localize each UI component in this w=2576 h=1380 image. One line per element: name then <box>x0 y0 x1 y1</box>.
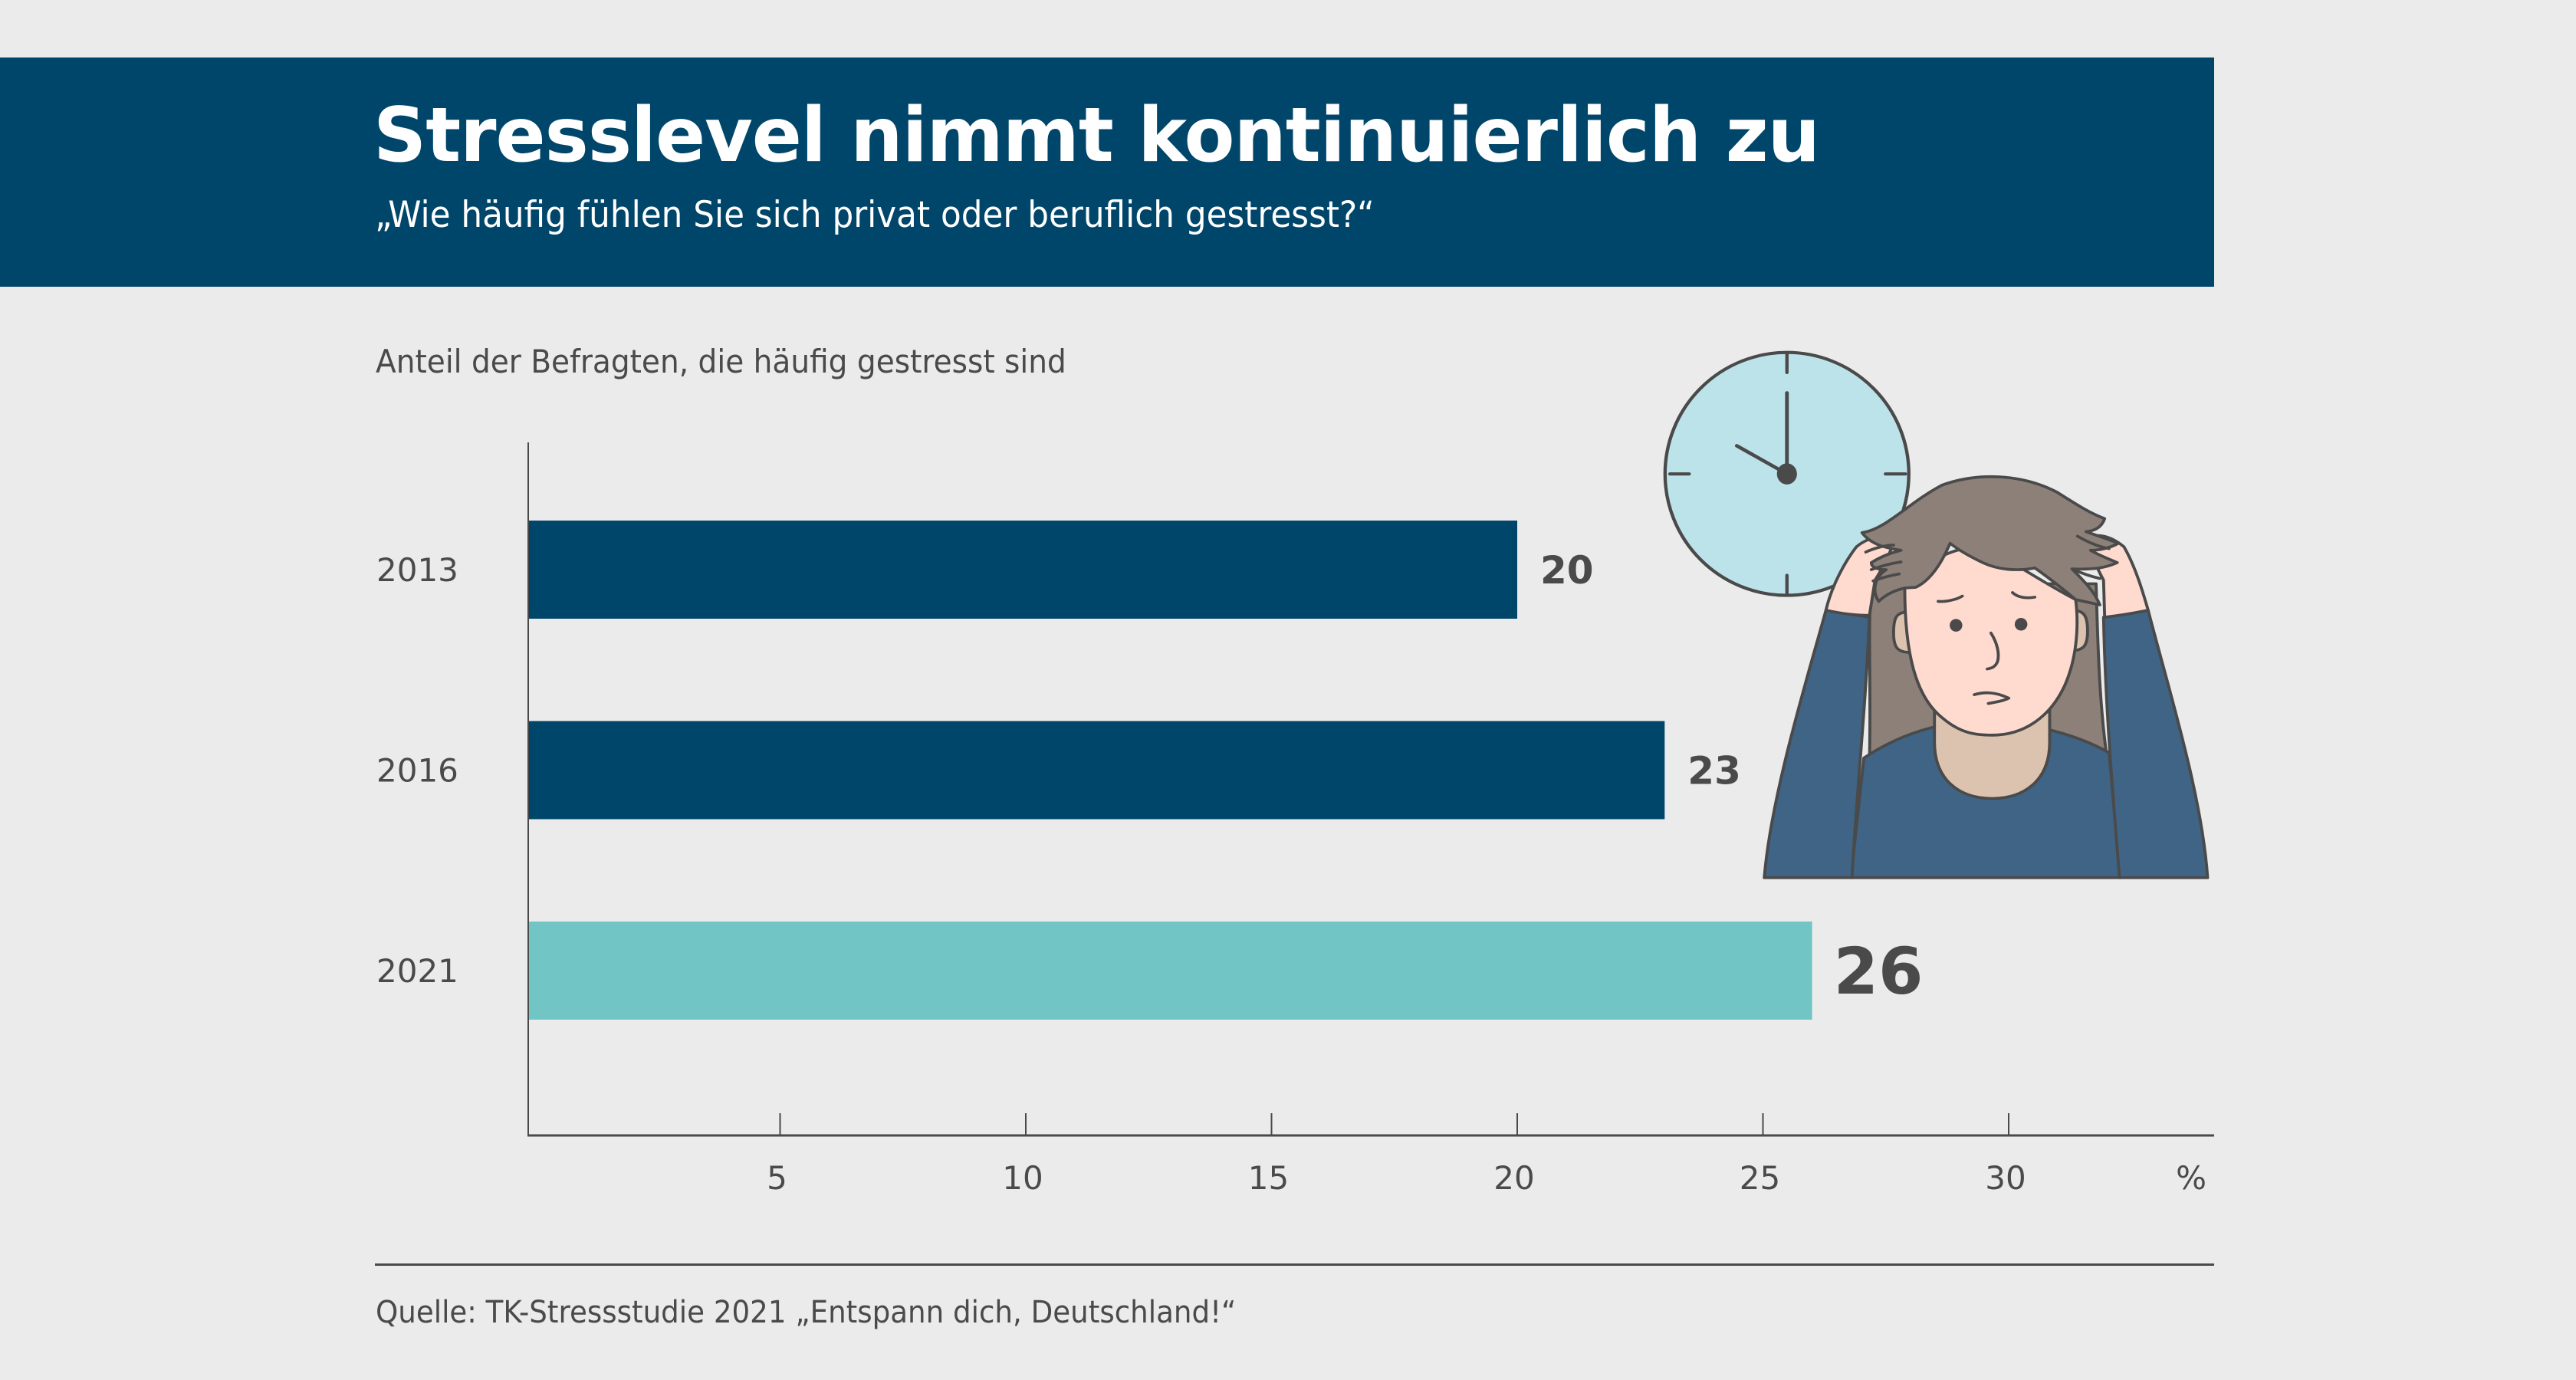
page-title: Stresslevel nimmt kontinuierlich zu <box>373 92 1820 179</box>
x-tick-label-20: 20 <box>1493 1159 1534 1197</box>
clock-icon <box>1663 350 1911 597</box>
source-note: Quelle: TK-Stressstudie 2021 „Entspann d… <box>376 1295 1237 1330</box>
header-band <box>0 58 2214 287</box>
category-label-2021: 2021 <box>376 952 458 990</box>
category-labels: 2013 2016 2021 <box>376 551 458 990</box>
x-ticks <box>779 1113 2009 1135</box>
bar-2013 <box>528 521 1517 619</box>
value-label-2016: 23 <box>1687 749 1741 794</box>
category-label-2013: 2013 <box>376 551 458 589</box>
bar-2016 <box>528 721 1665 820</box>
stress-illustration <box>1663 350 2210 879</box>
x-unit-label: % <box>2176 1159 2206 1197</box>
x-tick-label-15: 15 <box>1248 1159 1289 1197</box>
x-tick-label-5: 5 <box>767 1159 787 1197</box>
x-tick-label-30: 30 <box>1985 1159 2026 1197</box>
stressed-person-icon <box>1763 475 2210 879</box>
category-label-2016: 2016 <box>376 752 458 790</box>
x-tick-label-25: 25 <box>1740 1159 1780 1197</box>
page-subtitle: „Wie häufig fühlen Sie sich privat oder … <box>375 194 1375 236</box>
value-label-2021: 26 <box>1834 934 1924 1009</box>
bar-2021 <box>528 922 1812 1020</box>
footer-divider <box>375 1263 2214 1266</box>
chart-caption: Anteil der Befragten, die häufig gestres… <box>376 343 1066 380</box>
value-label-2013: 20 <box>1540 548 1594 593</box>
value-labels: 20 23 26 <box>1540 548 1924 1009</box>
x-tick-label-10: 10 <box>1002 1159 1043 1197</box>
x-tick-labels: 5 10 15 20 25 30 <box>767 1159 2026 1197</box>
bars-group <box>528 521 1812 1020</box>
